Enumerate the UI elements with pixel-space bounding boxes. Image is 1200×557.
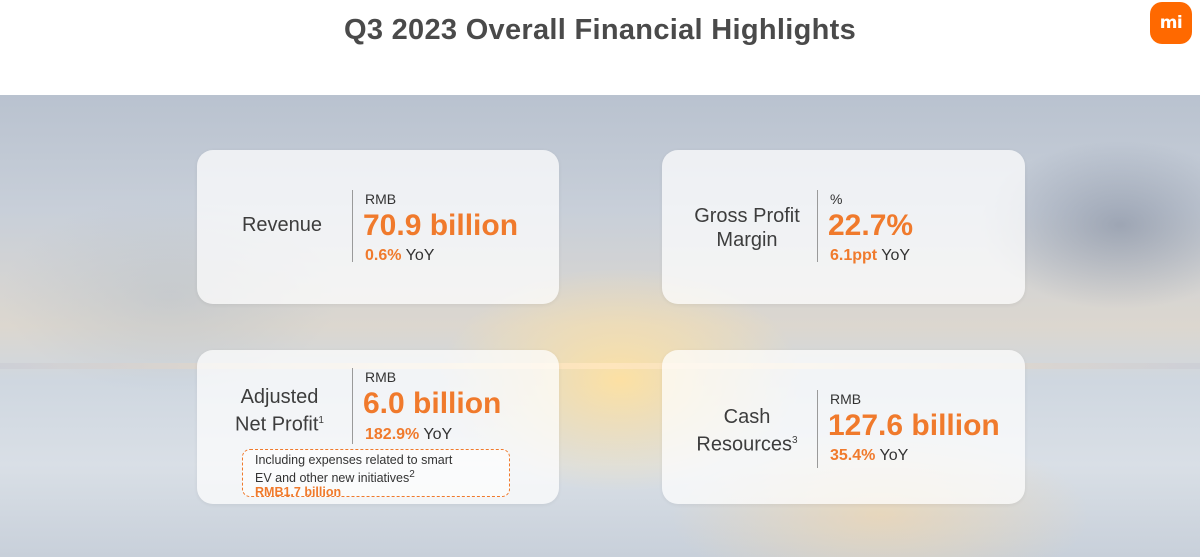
page-title: Q3 2023 Overall Financial Highlights — [343, 14, 857, 46]
adjusted-net-profit-label-line1: Adjusted — [240, 386, 319, 408]
revenue-unit: RMB — [365, 191, 397, 207]
gross-margin-yoy: 6.1ppt YoY — [830, 247, 910, 265]
gross-margin-yoy-value: 6.1ppt — [830, 247, 878, 264]
revenue-yoy-value: 0.6% — [365, 247, 402, 264]
gross-margin-label-line2: Margin — [716, 229, 778, 251]
revenue-yoy: 0.6% YoY — [365, 247, 434, 265]
revenue-divider — [352, 190, 353, 262]
revenue-card: Revenue RMB 70.9 billion 0.6% YoY — [197, 150, 559, 304]
adjusted-net-profit-yoy-value: 182.9% — [365, 426, 420, 443]
gross-margin-label: Gross Profit Margin — [672, 204, 822, 252]
cash-resources-label-text: Resources — [696, 433, 793, 456]
ev-expense-note: Including expenses related to smart EV a… — [242, 449, 510, 500]
note-line2: EV and other new initiatives2 — [255, 468, 509, 486]
cash-resources-yoy: 35.4% YoY — [830, 447, 908, 465]
footnote-1: 1 — [318, 415, 324, 426]
horizon-glow — [0, 363, 1200, 369]
footnote-3: 3 — [792, 435, 798, 446]
adjusted-net-profit-yoy: 182.9% YoY — [365, 426, 452, 444]
footnote-2: 2 — [409, 468, 415, 480]
adjusted-net-profit-unit: RMB — [365, 369, 397, 385]
note-line1: Including expenses related to smart — [255, 453, 453, 467]
cash-resources-label: Cash Resources3 — [672, 405, 822, 457]
adjusted-net-profit-label-text: Net Profit — [235, 413, 319, 436]
revenue-value: 70.9 billion — [363, 209, 519, 242]
cash-resources-yoy-value: 35.4% — [830, 447, 876, 464]
adjusted-net-profit-label-line2: Net Profit1 — [207, 409, 352, 437]
adjusted-net-profit-yoy-suffix: YoY — [419, 426, 453, 443]
gross-margin-value: 22.7% — [828, 209, 914, 242]
cash-resources-value: 127.6 billion — [828, 409, 1000, 442]
gross-margin-yoy-suffix: YoY — [877, 247, 911, 264]
note-line2-text: EV and other new initiatives — [255, 470, 410, 485]
note-amount: RMB1.7 billion — [255, 485, 342, 500]
revenue-yoy-suffix: YoY — [401, 247, 435, 264]
gross-margin-card: Gross Profit Margin % 22.7% 6.1ppt YoY — [662, 150, 1025, 304]
cash-resources-label-line1: Cash — [723, 406, 771, 428]
cash-resources-unit: RMB — [830, 391, 862, 407]
gross-margin-label-line1: Gross Profit — [694, 205, 800, 227]
xiaomi-logo: mi — [1150, 2, 1192, 44]
gross-margin-unit: % — [830, 191, 843, 207]
adjusted-net-profit-divider — [352, 368, 353, 444]
cash-resources-card: Cash Resources3 RMB 127.6 billion 35.4% … — [662, 350, 1025, 504]
adjusted-net-profit-value: 6.0 billion — [363, 387, 502, 420]
gross-margin-divider — [817, 190, 818, 262]
cash-resources-label-line2: Resources3 — [672, 429, 822, 457]
cash-resources-yoy-suffix: YoY — [875, 447, 909, 464]
revenue-label: Revenue — [241, 214, 323, 236]
cash-resources-divider — [817, 390, 818, 468]
adjusted-net-profit-label: Adjusted Net Profit1 — [207, 385, 352, 437]
